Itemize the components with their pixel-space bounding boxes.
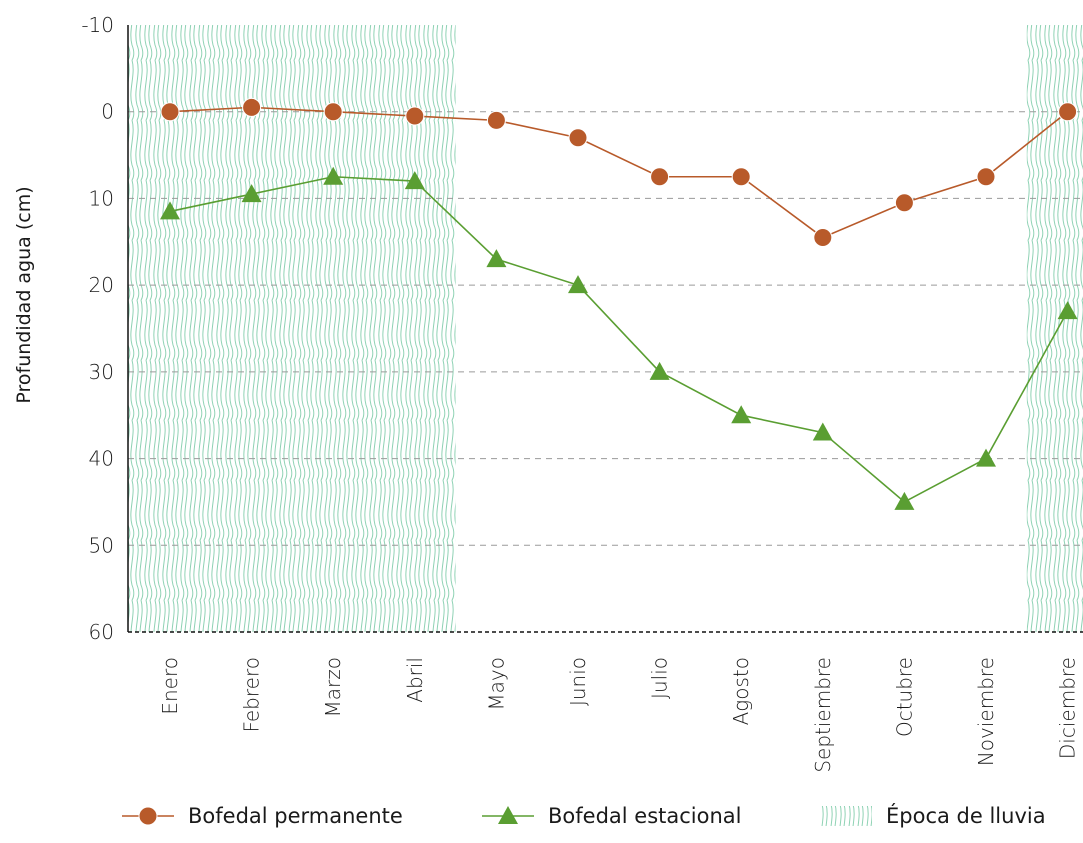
y-axis-label: Profundidad agua (cm) bbox=[13, 186, 35, 403]
data-point bbox=[323, 166, 344, 185]
y-tick-label: 30 bbox=[89, 360, 114, 384]
series-2 bbox=[160, 166, 1078, 510]
legend-label: Bofedal estacional bbox=[548, 804, 742, 828]
y-tick-label: 0 bbox=[101, 100, 114, 124]
rain-shade-region bbox=[1026, 25, 1083, 632]
data-point bbox=[486, 110, 506, 130]
data-point bbox=[1057, 301, 1078, 320]
y-tick-label: 50 bbox=[89, 533, 114, 557]
x-tick-label: Abril bbox=[403, 657, 427, 703]
data-point bbox=[813, 227, 833, 247]
data-point bbox=[976, 167, 996, 187]
data-point bbox=[160, 102, 180, 122]
gridlines bbox=[128, 111, 1083, 546]
data-point bbox=[241, 184, 262, 203]
data-point bbox=[404, 171, 425, 190]
data-point bbox=[568, 275, 588, 294]
triangle-marker-icon bbox=[482, 806, 534, 824]
data-point bbox=[1058, 102, 1078, 122]
x-tick-label: Enero bbox=[158, 657, 182, 715]
series-line bbox=[169, 175, 1069, 503]
data-point bbox=[405, 106, 425, 126]
legend-item-estacional: Bofedal estacional bbox=[482, 796, 741, 836]
data-point bbox=[731, 167, 751, 187]
y-tick-label: -10 bbox=[81, 13, 114, 37]
data-point bbox=[649, 361, 670, 380]
data-point bbox=[568, 128, 588, 148]
hatch-swatch-icon bbox=[820, 806, 872, 826]
x-tick-label: Diciembre bbox=[1056, 657, 1080, 759]
x-tick-label: Junio bbox=[566, 657, 590, 706]
x-tick-label: Julio bbox=[648, 657, 672, 699]
legend: Bofedal permanente Bofedal estacional Ép… bbox=[0, 796, 1083, 836]
legend-item-permanente: Bofedal permanente bbox=[122, 796, 403, 836]
x-tick-label: Agosto bbox=[729, 657, 753, 725]
data-point bbox=[894, 491, 915, 510]
y-tick-label: 10 bbox=[89, 186, 114, 210]
series-line bbox=[169, 106, 1069, 239]
rainy-season-shading bbox=[128, 25, 1083, 632]
data-point bbox=[242, 97, 262, 117]
data-point bbox=[323, 102, 343, 122]
x-tick-label: Octubre bbox=[892, 657, 916, 737]
y-tick-label: 40 bbox=[89, 447, 114, 471]
data-point bbox=[894, 193, 914, 213]
series-1 bbox=[160, 97, 1078, 247]
data-point bbox=[976, 448, 996, 467]
x-tick-label: Febrero bbox=[240, 657, 264, 733]
x-tick-label: Septiembre bbox=[811, 657, 835, 773]
y-tick-label: 20 bbox=[89, 273, 114, 297]
axes: -10 0 10 20 30 40 50 60 Enero Febrero Marzo Abril Ma… bbox=[81, 13, 1083, 773]
x-tick-label: Mayo bbox=[484, 657, 508, 711]
data-point bbox=[486, 249, 507, 268]
circle-marker-icon bbox=[122, 806, 174, 826]
data-point bbox=[650, 167, 670, 187]
legend-item-lluvia: Época de lluvia bbox=[820, 796, 1046, 836]
legend-label: Época de lluvia bbox=[886, 804, 1046, 828]
x-tick-label: Marzo bbox=[321, 657, 345, 717]
x-tick-label: Noviembre bbox=[974, 657, 998, 766]
legend-label: Bofedal permanente bbox=[188, 804, 403, 828]
line-chart: -10 0 10 20 30 40 50 60 Enero Febrero Marzo Abril Ma… bbox=[13, 13, 1083, 773]
data-point bbox=[812, 422, 833, 441]
data-point bbox=[731, 405, 752, 424]
y-tick-label: 60 bbox=[89, 620, 114, 644]
series bbox=[160, 97, 1078, 510]
rain-shade-region bbox=[128, 25, 456, 632]
data-point bbox=[160, 201, 180, 220]
